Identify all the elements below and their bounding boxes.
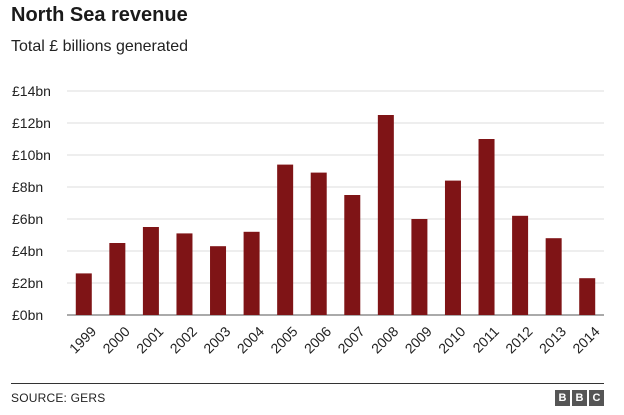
y-tick-label: £6bn — [12, 211, 43, 227]
logo-letter-c: C — [589, 390, 604, 406]
bar-2010 — [444, 180, 461, 315]
bar-chart: £0bn £2bn £4bn £6bn £8bn £10bn £12bn £14bn 1999… — [12, 83, 604, 357]
bar-2003 — [210, 246, 227, 315]
x-tick-label: 2005 — [267, 323, 300, 356]
x-tick-label: 2007 — [334, 323, 367, 356]
x-tick-label: 2010 — [435, 323, 468, 356]
x-tick-label: 2009 — [402, 323, 435, 356]
x-tick-label: 2008 — [368, 323, 401, 356]
x-tick-label: 2000 — [99, 323, 132, 356]
bar-2002 — [176, 233, 193, 315]
bar-2014 — [579, 278, 596, 315]
x-tick-label: 2012 — [502, 323, 535, 356]
bar-2013 — [545, 238, 562, 315]
bar-2004 — [243, 231, 260, 315]
bar-2007 — [344, 195, 361, 315]
x-tick-label: 2014 — [569, 323, 602, 356]
y-tick-label: £14bn — [12, 83, 51, 99]
y-tick-label: £8bn — [12, 179, 43, 195]
bar-2001 — [142, 227, 159, 315]
logo-letter-b2: B — [572, 390, 587, 406]
x-tick-label: 2011 — [469, 323, 502, 356]
x-tick-label: 1999 — [66, 323, 99, 356]
x-tick-label: 2003 — [200, 323, 233, 356]
bar-2008 — [377, 115, 394, 315]
chart-subtitle: Total £ billions generated — [11, 38, 189, 55]
bar-2012 — [512, 215, 529, 315]
y-tick-label: £0bn — [12, 307, 43, 323]
x-tick-label: 2013 — [536, 323, 569, 356]
bar-2000 — [109, 243, 126, 315]
bars — [75, 115, 596, 315]
bbc-logo: B B C — [555, 390, 604, 406]
y-tick-label: £12bn — [12, 115, 51, 131]
bar-2009 — [411, 219, 428, 315]
x-tick-label: 2006 — [301, 323, 334, 356]
y-tick-label: £2bn — [12, 275, 43, 291]
bar-2011 — [478, 139, 495, 315]
x-tick-label: 2004 — [234, 323, 267, 356]
y-tick-label: £4bn — [12, 243, 43, 259]
y-tick-label: £10bn — [12, 147, 51, 163]
x-axis-ticks: 1999 2000 2001 2002 2003 2004 2005 2006 2007 2008… — [66, 323, 603, 356]
chart-title: North Sea revenue — [11, 4, 188, 26]
bar-2006 — [310, 172, 327, 315]
footer-divider — [11, 383, 604, 384]
bar-2005 — [277, 164, 294, 315]
x-tick-label: 2001 — [133, 323, 166, 356]
bar-1999 — [75, 273, 92, 315]
y-axis-ticks: £0bn £2bn £4bn £6bn £8bn £10bn £12bn £14bn — [12, 83, 51, 323]
logo-letter-b1: B — [555, 390, 570, 406]
x-tick-label: 2002 — [167, 323, 200, 356]
source-label: SOURCE: GERS — [11, 391, 106, 405]
